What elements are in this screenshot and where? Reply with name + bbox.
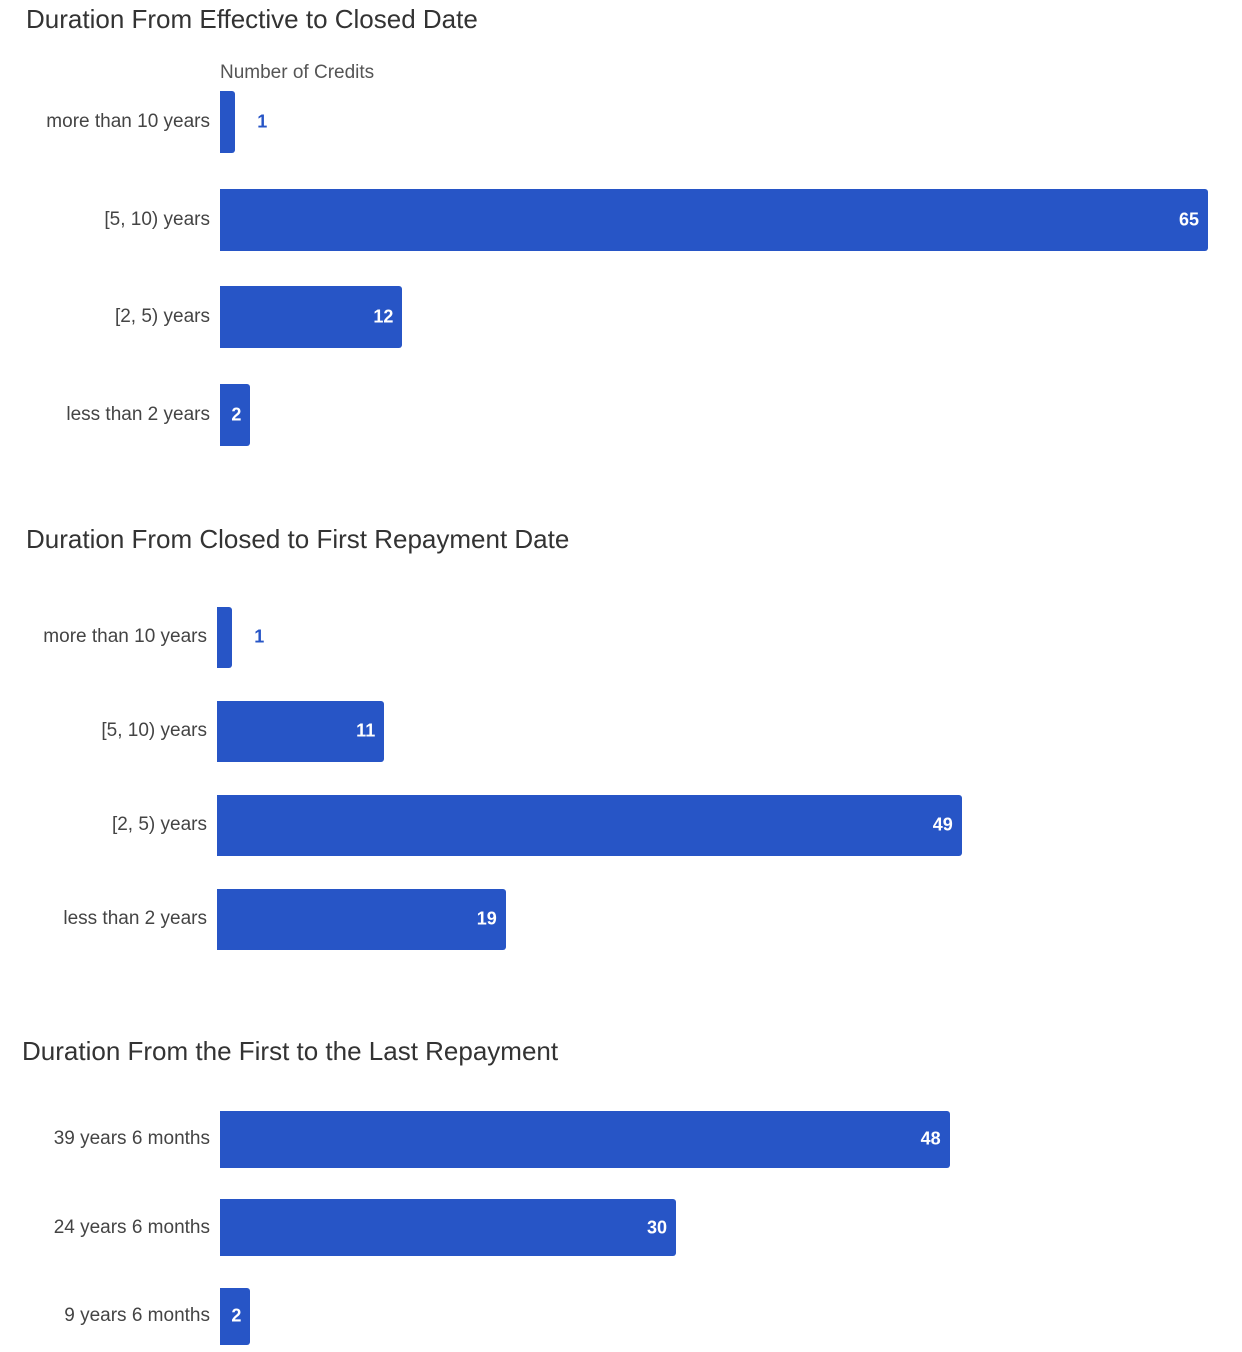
bar[interactable] [220, 1287, 251, 1345]
bar[interactable] [220, 91, 236, 153]
category-label: [5, 10) years [101, 720, 207, 741]
category-label: more than 10 years [46, 111, 210, 132]
bar[interactable] [220, 188, 1208, 251]
bar[interactable] [217, 888, 506, 950]
bar[interactable] [220, 1199, 676, 1256]
category-label: 24 years 6 months [53, 1216, 210, 1238]
chart-3-plot: 39 years 6 months 48 24 years 6 months 30 9 … [0, 1096, 1242, 1352]
category-label: [2, 5) years [114, 306, 210, 327]
bar[interactable] [217, 606, 233, 668]
chart-3-title: Duration From the First to the Last Repa… [22, 1036, 559, 1066]
value-label: 2 [231, 1305, 242, 1326]
bar[interactable] [217, 700, 385, 762]
category-label: [2, 5) years [111, 814, 207, 835]
category-label: 39 years 6 months [53, 1128, 210, 1149]
bar[interactable] [220, 286, 403, 348]
value-label: 11 [356, 720, 376, 741]
chart-2-plot: more than 10 years 1 [5, 10) years 11 [2, 5)… [0, 590, 1242, 970]
value-label: 19 [476, 908, 497, 929]
bar[interactable] [220, 383, 251, 446]
bar[interactable] [220, 1110, 950, 1168]
value-label: 2 [231, 404, 242, 424]
value-label: 48 [920, 1128, 941, 1149]
value-label: 12 [373, 306, 394, 327]
chart-2-title: Duration From Closed to First Repayment … [26, 524, 570, 554]
value-label: 49 [932, 814, 953, 835]
category-label: more than 10 years [43, 626, 207, 647]
category-label: less than 2 years [66, 403, 210, 425]
value-label: 30 [646, 1217, 667, 1237]
category-label: [5, 10) years [104, 208, 210, 230]
category-label: 9 years 6 months [64, 1305, 210, 1326]
value-label: 65 [1178, 209, 1199, 229]
x-axis-label: Number of Credits [220, 62, 375, 83]
value-label: 1 [257, 111, 268, 132]
chart-1-title: Duration From Effective to Closed Date [26, 4, 478, 34]
category-label: less than 2 years [63, 908, 207, 929]
chart-1-plot: Number of Credits more than 10 years 1 [5, … [0, 58, 1242, 468]
bar[interactable] [217, 794, 962, 856]
value-label: 1 [254, 626, 265, 647]
